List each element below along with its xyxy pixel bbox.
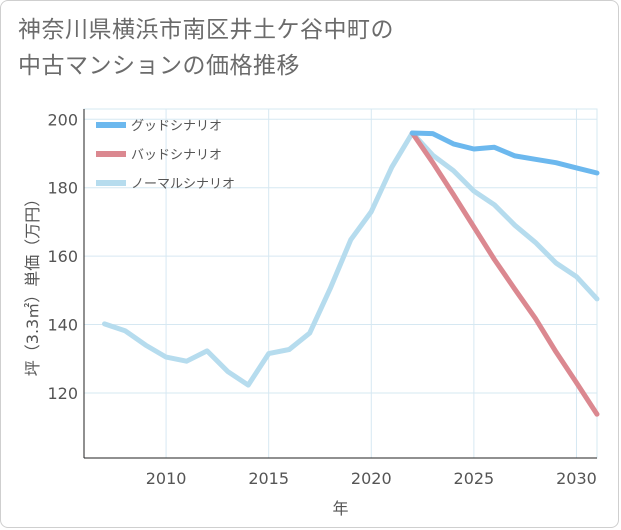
- chart-title-line-1: 神奈川県横浜市南区井土ケ谷中町の: [18, 17, 394, 43]
- y-tick-label: 180: [47, 179, 78, 198]
- series-line-1: [409, 130, 600, 417]
- legend-label: バッドシナリオ: [131, 148, 222, 163]
- x-tick-label: 2025: [454, 469, 495, 488]
- grid-lines: [84, 109, 597, 458]
- x-tick-label: 2020: [351, 469, 392, 488]
- x-tick-label: 2010: [146, 469, 187, 488]
- chart-title-line-2: 中古マンションの価格推移: [18, 53, 300, 79]
- x-axis-title: 年: [332, 499, 348, 518]
- y-tick-label: 140: [47, 316, 78, 335]
- series-lines: [102, 130, 600, 417]
- y-tick-label: 160: [47, 247, 78, 266]
- tick-labels: 2010 2015 2020 2025 2030 120 140 160 180 200: [47, 110, 596, 488]
- y-tick-label: 120: [47, 384, 78, 403]
- y-tick-label: 200: [47, 110, 78, 129]
- x-tick-label: 2015: [248, 469, 289, 488]
- x-tick-label: 2030: [556, 469, 597, 488]
- series-line-0: [409, 130, 600, 176]
- y-axis-title: 坪（3.3㎡）単価（万円）: [23, 191, 42, 376]
- chart-title: 神奈川県横浜市南区井土ケ谷中町の 中古マンションの価格推移: [18, 12, 394, 84]
- legend-label: グッドシナリオ: [131, 119, 222, 134]
- axes: [83, 108, 598, 459]
- legend-label: ノーマルシナリオ: [131, 177, 235, 192]
- series-line-2: [102, 130, 600, 388]
